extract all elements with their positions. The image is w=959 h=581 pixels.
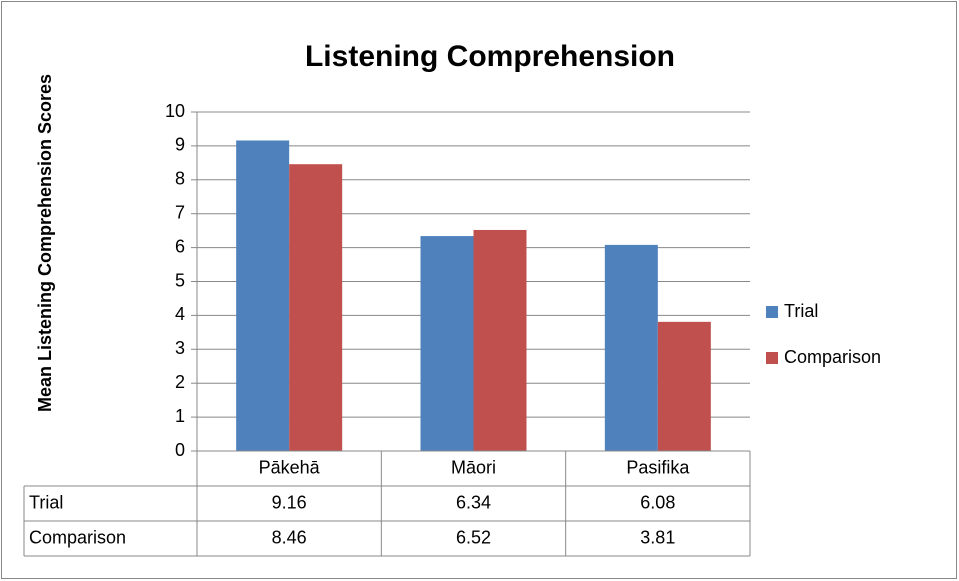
table-row-header: Comparison <box>29 527 126 547</box>
legend-label: Comparison <box>784 347 881 367</box>
table-cell: 3.81 <box>640 527 675 547</box>
table-cell: 9.16 <box>272 492 307 512</box>
x-tick-label: Pasifika <box>626 457 690 477</box>
table-cell: 6.08 <box>640 492 675 512</box>
y-tick-label: 7 <box>175 202 185 222</box>
bar <box>420 236 474 451</box>
table-row-header: Trial <box>29 492 63 512</box>
legend-swatch <box>766 306 778 318</box>
y-tick-label: 3 <box>175 338 185 358</box>
x-tick-label: Pākehā <box>259 457 321 477</box>
bar <box>289 164 343 451</box>
y-tick-label: 6 <box>175 236 185 256</box>
table-cell: 6.52 <box>456 527 491 547</box>
y-tick-label: 9 <box>175 135 185 155</box>
bar <box>604 244 658 451</box>
x-tick-label: Māori <box>451 457 496 477</box>
legend-swatch <box>766 352 778 364</box>
y-tick-label: 5 <box>175 270 185 290</box>
y-axis-title: Mean Listening Comprehension Scores <box>35 74 55 412</box>
table-cell: 8.46 <box>272 527 307 547</box>
y-tick-label: 2 <box>175 372 185 392</box>
y-tick-label: 10 <box>165 101 185 121</box>
y-tick-label: 0 <box>175 440 185 460</box>
bar <box>236 140 290 451</box>
y-tick-label: 8 <box>175 169 185 189</box>
bar <box>473 229 527 451</box>
legend-label: Trial <box>784 301 818 321</box>
table-cell: 6.34 <box>456 492 491 512</box>
y-tick-label: 1 <box>175 406 185 426</box>
y-tick-label: 4 <box>175 304 185 324</box>
bar <box>657 321 711 451</box>
chart-title: Listening Comprehension <box>305 40 675 73</box>
